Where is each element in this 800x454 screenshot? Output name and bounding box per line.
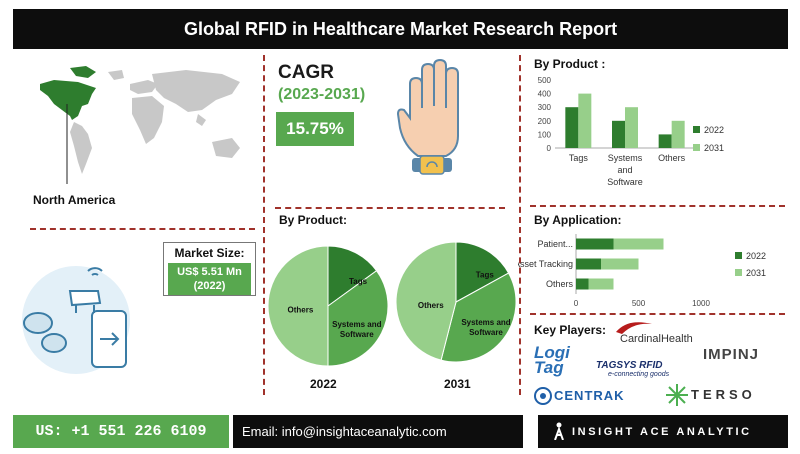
pie-slice-2031: [455, 241, 510, 303]
pie-slice-2031: [440, 272, 517, 363]
centrak-emblem-icon: [534, 387, 552, 405]
app-bar-2031: [601, 258, 639, 270]
divider-map: [30, 228, 255, 230]
divider-right: [519, 55, 521, 395]
bar-y-tick: 100: [538, 130, 552, 139]
divider-bar: [530, 205, 785, 207]
product-bar-chart: 0 100 200 300 400 500 Tags Systems and Software Ot…: [538, 76, 724, 187]
hand-rfid-icon: [396, 58, 459, 175]
bar-y-tick: 500: [538, 76, 552, 85]
market-size-value-box: US$ 5.51 Mn (2022): [168, 263, 251, 295]
market-size-label: Market Size:: [174, 246, 245, 260]
brand-name: INSIGHT ACE ANALYTIC: [572, 425, 752, 438]
pie-slice-2022: [327, 270, 389, 367]
pie-section-title: By Product:: [279, 213, 348, 227]
pie-slice-2022: [327, 245, 378, 307]
pie-label: Tags: [476, 270, 495, 279]
brand-logo-icon: [554, 422, 564, 440]
app-category-label: Others: [546, 279, 574, 289]
world-map: [40, 66, 240, 184]
cagr-label: CAGR: [278, 62, 334, 83]
bar-chart-title: By Product :: [534, 57, 606, 71]
divider-left: [263, 55, 265, 395]
bar-y-tick: 300: [538, 103, 552, 112]
footer-email: Email: info@insightaceanalytic.com: [233, 415, 523, 448]
bar-category-label: Systems: [608, 153, 643, 163]
pie-label: Others: [418, 301, 444, 310]
pie-label: Software: [469, 328, 503, 337]
key-players-title: Key Players:: [534, 323, 607, 337]
bar-2031: [625, 107, 638, 148]
app-legend-swatch: [735, 252, 742, 259]
bar-legend-swatch: [693, 126, 700, 133]
app-x-tick: 500: [632, 299, 646, 308]
app-bar-2031: [613, 238, 664, 250]
pie-year-2022: 2022: [310, 377, 337, 391]
pie-label: Others: [288, 306, 314, 315]
bar-category-label: Others: [658, 153, 686, 163]
bar-y-tick: 400: [538, 90, 552, 99]
app-category-label: Asset Tracking: [518, 259, 573, 269]
bar-legend-label: 2022: [704, 125, 724, 135]
logitag-logo: Logi Tag: [534, 343, 570, 377]
divider-app: [530, 313, 785, 315]
footer-phone: US: +1 551 226 6109: [13, 415, 229, 448]
application-bar-chart: Patient... Asset Tracking Others 0 500 1000 20…: [518, 234, 766, 308]
tagsys-logo: TAGSYS RFID e-connecting goods: [596, 360, 670, 378]
app-x-tick: 1000: [692, 299, 710, 308]
app-category-label: Patient...: [537, 239, 573, 249]
divider-cagr: [275, 207, 505, 209]
cagr-value: 15.75%: [276, 112, 354, 146]
app-bar-2031: [588, 278, 614, 290]
market-size-value: US$ 5.51 Mn: [177, 266, 242, 278]
bar-legend-swatch: [693, 144, 700, 151]
cardinalhealth-logo: CardinalHealth: [612, 318, 727, 348]
cagr-years: (2023-2031): [278, 86, 366, 103]
app-x-tick: 0: [574, 299, 579, 308]
app-legend-label: 2022: [746, 251, 766, 261]
app-bar-2022: [576, 238, 614, 250]
cardinal-swoosh-icon: [616, 322, 652, 334]
healthcare-illustration: [22, 266, 130, 374]
bar-2022: [565, 107, 579, 148]
market-size-box: Market Size: US$ 5.51 Mn (2022): [163, 242, 256, 296]
market-size-year: (2022): [193, 280, 226, 292]
bar-2022: [612, 120, 625, 148]
bar-y-tick: 200: [538, 117, 552, 126]
app-chart-title: By Application:: [534, 213, 622, 227]
pie-label: Systems and: [461, 318, 510, 327]
bar-legend-label: 2031: [704, 143, 724, 153]
footer-brand: INSIGHT ACE ANALYTIC: [538, 415, 788, 448]
bar-2022: [658, 134, 672, 148]
region-label: North America: [33, 193, 116, 207]
app-bar-2022: [576, 278, 589, 290]
app-bar-2022: [576, 258, 601, 270]
impinj-logo: IMPINJ: [703, 346, 760, 363]
bar-2031: [671, 120, 685, 148]
pie-label: Software: [340, 330, 374, 339]
pie-label: Systems and: [332, 320, 381, 329]
terso-emblem-icon: [666, 384, 688, 406]
pie-slice-2022: [267, 245, 329, 367]
bar-category-label: Software: [607, 177, 643, 187]
bar-y-tick: 0: [547, 144, 552, 153]
app-legend-swatch: [735, 269, 742, 276]
pie-label: Tags: [349, 277, 368, 286]
app-legend-label: 2031: [746, 268, 766, 278]
bar-2031: [578, 93, 592, 148]
bar-category-label: and: [617, 165, 632, 175]
bar-category-label: Tags: [569, 153, 589, 163]
pie-year-2031: 2031: [444, 377, 471, 391]
pie-slice-2031: [395, 241, 457, 361]
report-title: Global RFID in Healthcare Market Researc…: [13, 9, 788, 49]
